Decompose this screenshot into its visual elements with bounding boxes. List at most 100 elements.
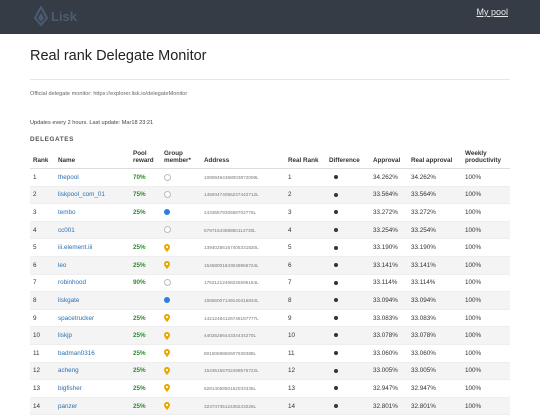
black-dot-icon <box>334 245 338 250</box>
approval-cell: 33.078% <box>370 326 408 345</box>
difference-cell <box>326 238 370 257</box>
col-rank[interactable]: Rank <box>30 150 55 169</box>
real-approval-cell: 33.083% <box>408 309 462 328</box>
rank-cell: 9 <box>30 309 55 328</box>
table-header-row: Rank Name Pool reward Group member* Addr… <box>30 150 510 169</box>
difference-cell <box>326 344 370 363</box>
group-member-cell <box>161 309 201 328</box>
real-approval-cell: 32.801% <box>408 397 462 415</box>
table-row[interactable]: 3 tembo 25% 2433657930558702776L 3 33.272% 33.… <box>30 203 510 222</box>
table-row[interactable]: 4 cc001 6797154358850114730L 4 33.254% 33.254… <box>30 221 510 240</box>
group-member-cell <box>161 256 201 275</box>
real-rank-cell: 13 <box>285 379 326 398</box>
table-row[interactable]: 5 iii.element.iii 25% 13940256167405331820L… <box>30 238 510 257</box>
weekly-productivity-cell: 100% <box>462 274 510 293</box>
rank-cell: 14 <box>30 397 55 415</box>
real-approval-cell: 33.564% <box>408 186 462 205</box>
black-dot-icon <box>334 210 338 215</box>
real-rank-cell: 7 <box>285 274 326 293</box>
real-approval-cell: 33.005% <box>408 362 462 381</box>
col-group-member[interactable]: Group member* <box>161 150 201 169</box>
approval-cell: 32.947% <box>370 379 408 398</box>
divider <box>30 79 510 80</box>
black-dot-icon <box>334 175 338 180</box>
rank-cell: 4 <box>30 221 55 240</box>
table-row[interactable]: 9 spacetrucker 25% 14212484126746187777L 9 33… <box>30 309 510 328</box>
my-pool-link[interactable]: My pool <box>476 7 508 17</box>
brand-logo[interactable]: Lisk <box>34 6 77 26</box>
col-real-rank[interactable]: Real Rank <box>285 150 326 169</box>
circle-outline-icon <box>164 173 171 181</box>
delegate-name-link[interactable]: panzer <box>55 397 130 415</box>
address-cell: 4402625644334434270L <box>201 326 285 345</box>
table-body: 1 thepool 70% 10809494368003872009L 1 34.262%… <box>30 168 510 415</box>
lisk-logo-icon <box>34 6 48 26</box>
approval-cell: 33.141% <box>370 256 408 275</box>
address-cell: 14593474056247442712L <box>201 186 285 205</box>
real-approval-cell: 34.262% <box>408 168 462 187</box>
delegate-name-link[interactable]: bigfisher <box>55 379 130 398</box>
col-name[interactable]: Name <box>55 150 130 169</box>
delegate-name-link[interactable]: liskpool_com_01 <box>55 186 130 205</box>
weekly-productivity-cell: 100% <box>462 397 510 415</box>
approval-cell: 34.262% <box>370 168 408 187</box>
delegate-name-link[interactable]: iii.element.iii <box>55 238 130 257</box>
delegate-name-link[interactable]: robinhood <box>55 274 130 293</box>
weekly-productivity-cell: 100% <box>462 309 510 328</box>
difference-cell <box>326 168 370 187</box>
black-dot-icon <box>334 227 338 232</box>
col-pool-reward[interactable]: Pool reward <box>130 150 161 169</box>
group-member-cell <box>161 238 201 257</box>
rank-cell: 8 <box>30 291 55 310</box>
table-row[interactable]: 11 badman0316 25% 8015059860607939388L 11 33.… <box>30 344 510 363</box>
rank-cell: 1 <box>30 168 55 187</box>
section-heading: DELEGATES <box>30 136 74 143</box>
approval-cell: 33.060% <box>370 344 408 363</box>
table-row[interactable]: 12 acheng 25% 15435156702499576722L 12 33.005… <box>30 362 510 381</box>
pool-reward-cell: 25% <box>130 203 161 222</box>
address-cell: 6281405850162033335L <box>201 379 285 398</box>
weekly-productivity-cell: 100% <box>462 326 510 345</box>
approval-cell: 33.190% <box>370 238 408 257</box>
rank-cell: 3 <box>30 203 55 222</box>
black-dot-icon <box>334 315 338 320</box>
col-difference[interactable]: Difference <box>326 150 370 169</box>
pool-reward-cell: 25% <box>130 362 161 381</box>
table-row[interactable]: 10 liskjp 25% 4402625644334434270L 10 33.078%… <box>30 326 510 345</box>
delegates-table: Rank Name Pool reward Group member* Addr… <box>30 150 510 415</box>
delegate-name-link[interactable]: tembo <box>55 203 130 222</box>
real-approval-cell: 33.060% <box>408 344 462 363</box>
table-row[interactable]: 7 robinhood 90% 17621212458226596154L 7 33.11… <box>30 274 510 293</box>
map-pin-icon <box>164 349 170 358</box>
group-member-cell <box>161 274 201 293</box>
difference-cell <box>326 309 370 328</box>
table-row[interactable]: 14 panzer 25% 3237473512436243226L 14 32.801%… <box>30 397 510 415</box>
group-member-cell <box>161 221 201 240</box>
delegate-name-link[interactable]: badman0316 <box>55 344 130 363</box>
col-approval[interactable]: Approval <box>370 150 408 169</box>
delegate-name-link[interactable]: acheng <box>55 362 130 381</box>
delegate-name-link[interactable]: spacetrucker <box>55 309 130 328</box>
difference-cell <box>326 186 370 205</box>
delegate-name-link[interactable]: liskgate <box>55 291 130 310</box>
delegate-name-link[interactable]: liskjp <box>55 326 130 345</box>
table-row[interactable]: 2 liskpool_com_01 75% 14593474056247442712L… <box>30 186 510 205</box>
approval-cell: 33.094% <box>370 291 408 310</box>
col-address[interactable]: Address <box>201 150 285 169</box>
difference-cell <box>326 221 370 240</box>
delegate-name-link[interactable]: leo <box>55 256 130 275</box>
table-row[interactable]: 8 liskgate 16556007149140416834L 8 33.094% 33… <box>30 291 510 310</box>
real-rank-cell: 6 <box>285 256 326 275</box>
delegate-name-link[interactable]: thepool <box>55 168 130 187</box>
pool-reward-cell: 25% <box>130 238 161 257</box>
col-real-approval[interactable]: Real approval <box>408 150 462 169</box>
table-row[interactable]: 6 leo 25% 15458001843048965724L 6 33.141% 33.1… <box>30 256 510 275</box>
table-row[interactable]: 1 thepool 70% 10809494368003872009L 1 34.262%… <box>30 168 510 187</box>
pool-reward-cell: 70% <box>130 168 161 187</box>
delegate-name-link[interactable]: cc001 <box>55 221 130 240</box>
black-dot-icon <box>334 333 338 338</box>
group-member-cell <box>161 203 201 222</box>
difference-cell <box>326 256 370 275</box>
table-row[interactable]: 13 bigfisher 25% 6281405850162033335L 13 32.9… <box>30 379 510 398</box>
col-weekly-productivity[interactable]: Weekly productivity <box>462 150 510 169</box>
